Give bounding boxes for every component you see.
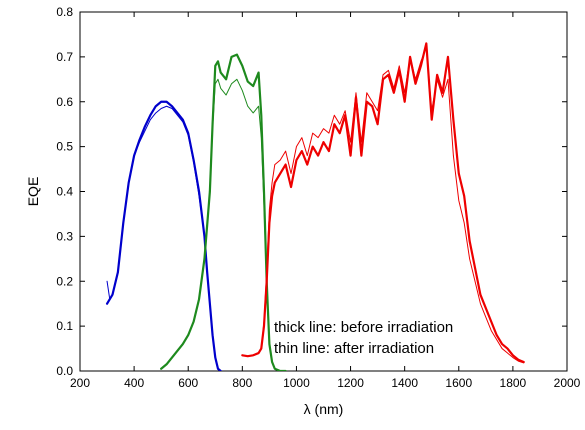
series-layer [105, 42, 525, 371]
y-axis-title: EQE [25, 177, 41, 207]
series-blue-thin [106, 105, 222, 371]
x-tick-label: 200 [70, 376, 90, 390]
x-tick-label: 1600 [445, 376, 472, 390]
y-tick-label: 0.2 [56, 274, 73, 288]
series-red-thick [241, 42, 525, 364]
y-tick-label: 0.1 [56, 319, 73, 333]
series-green-thick [160, 53, 287, 371]
series-red-thin [241, 47, 525, 364]
x-tick-label: 800 [232, 376, 252, 390]
y-tick-label: 0.3 [56, 229, 73, 243]
x-axis: 200 400 600 800 1000 1200 1400 1600 1800 2000 [70, 12, 581, 390]
y-tick-label: 0.4 [56, 185, 73, 199]
y-tick-label: 0.6 [56, 95, 73, 109]
y-axis: 0.0 0.1 0.2 0.3 0.4 0.5 0.6 0.7 0.8 [56, 5, 567, 378]
x-tick-label: 1400 [391, 376, 418, 390]
x-tick-label: 1800 [500, 376, 527, 390]
x-tick-label: 1200 [337, 376, 364, 390]
annotation-thin-line: thin line: after irradiation [274, 340, 434, 357]
y-tick-label: 0.0 [56, 364, 73, 378]
x-tick-label: 2000 [554, 376, 581, 390]
x-tick-label: 400 [124, 376, 144, 390]
annotation-thick-line: thick line: before irradiation [274, 319, 453, 336]
y-tick-label: 0.7 [56, 50, 73, 64]
plot-frame [79, 11, 568, 372]
y-tick-label: 0.8 [56, 5, 73, 19]
series-blue-thick [105, 100, 222, 371]
x-tick-label: 600 [178, 376, 198, 390]
series-green-thin [160, 78, 287, 371]
x-tick-label: 1000 [283, 376, 310, 390]
x-axis-title: λ (nm) [304, 401, 344, 417]
y-tick-label: 0.5 [56, 140, 73, 154]
